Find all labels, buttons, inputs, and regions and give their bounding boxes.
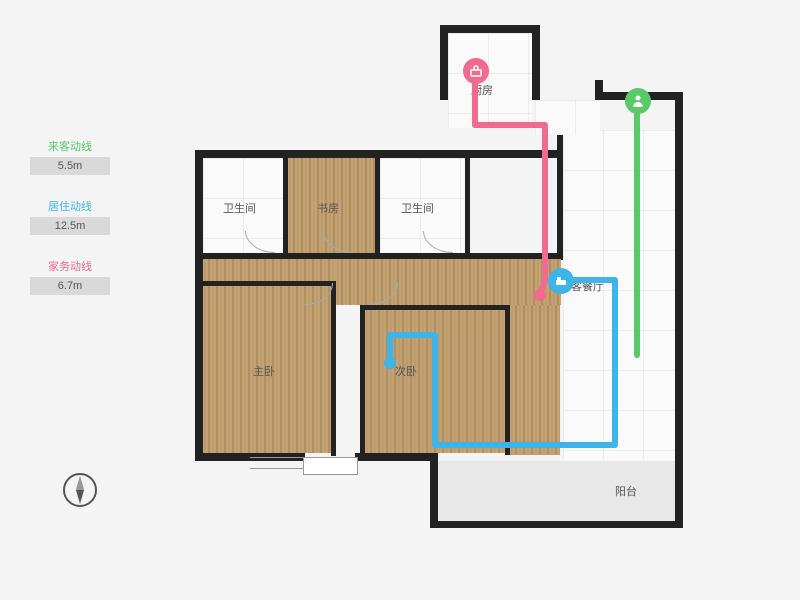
wall bbox=[440, 25, 540, 33]
entry-hall bbox=[535, 100, 600, 135]
label-master: 主卧 bbox=[253, 363, 275, 379]
hallway3 bbox=[510, 305, 560, 455]
label-balcony: 阳台 bbox=[615, 483, 637, 499]
wall bbox=[675, 455, 683, 525]
legend-guest-label: 来客动线 bbox=[30, 135, 110, 157]
legend-living-value: 12.5m bbox=[30, 217, 110, 235]
window-bay bbox=[303, 457, 358, 475]
wall bbox=[465, 155, 470, 255]
room-kitchen bbox=[448, 33, 532, 128]
label-bathroom2: 卫生间 bbox=[401, 200, 434, 216]
wall bbox=[532, 25, 540, 100]
floorplan: 厨房 卫生间 书房 卫生间 主卧 次卧 客餐厅 阳台 bbox=[175, 25, 710, 555]
wall bbox=[440, 25, 448, 100]
label-study: 书房 bbox=[317, 200, 339, 216]
label-living: 客餐厅 bbox=[571, 278, 604, 294]
legend-guest-value: 5.5m bbox=[30, 157, 110, 175]
label-kitchen: 厨房 bbox=[471, 82, 493, 98]
legend-living-label: 居住动线 bbox=[30, 195, 110, 217]
wall bbox=[430, 520, 683, 528]
kitchen-icon bbox=[463, 58, 489, 84]
living-icon bbox=[548, 268, 574, 294]
room-balcony bbox=[438, 461, 675, 521]
wall bbox=[331, 281, 336, 456]
label-bathroom1: 卫生间 bbox=[223, 200, 256, 216]
wall bbox=[195, 150, 565, 158]
wall bbox=[430, 465, 438, 525]
room-second bbox=[365, 310, 505, 453]
legend-chore-label: 家务动线 bbox=[30, 255, 110, 277]
legend-panel: 来客动线 5.5m 居住动线 12.5m 家务动线 6.7m bbox=[30, 135, 110, 315]
compass-icon bbox=[60, 470, 100, 510]
label-second: 次卧 bbox=[395, 363, 417, 379]
wall bbox=[355, 453, 437, 461]
wall bbox=[195, 150, 203, 460]
window bbox=[250, 457, 310, 469]
room-living-dining bbox=[563, 130, 675, 460]
legend-chore-value: 6.7m bbox=[30, 277, 110, 295]
legend-item-living: 居住动线 12.5m bbox=[30, 195, 110, 235]
legend-item-chore: 家务动线 6.7m bbox=[30, 255, 110, 295]
wall bbox=[675, 92, 683, 462]
guest-icon bbox=[625, 88, 651, 114]
legend-item-guest: 来客动线 5.5m bbox=[30, 135, 110, 175]
